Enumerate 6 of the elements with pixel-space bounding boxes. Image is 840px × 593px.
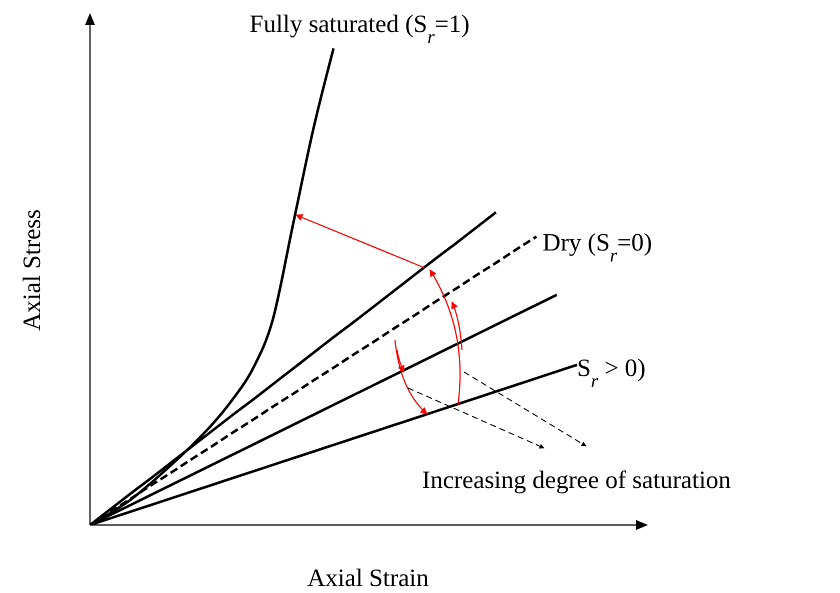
series-label: Dry (S$_{r}$=0): [542, 230, 652, 266]
y-axis-title: Axial Stress: [19, 209, 46, 331]
series-label: Fully saturated (S$_{r}$=1): [250, 11, 470, 48]
annotation: S$_{r}$ > 0): [577, 355, 646, 392]
x-axis-title: Axial Strain: [307, 565, 430, 592]
annotation: Increasing degree of saturation: [422, 467, 732, 494]
